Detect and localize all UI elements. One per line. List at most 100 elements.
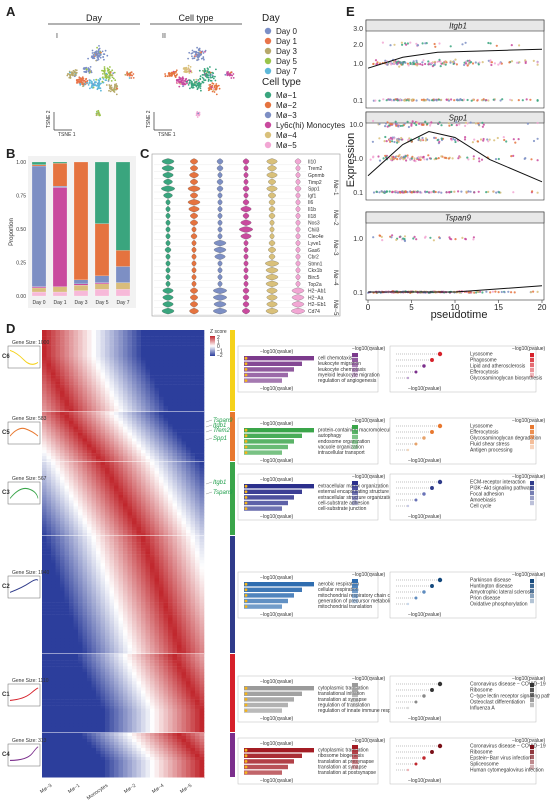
heatmap-cell [123,444,128,448]
heatmap-cell [73,357,79,361]
heatmap-cell [82,360,88,364]
heatmap-cell [154,369,160,373]
heatmap-cell [78,360,83,364]
heatmap-cell [114,447,119,451]
heatmap-cell [168,417,173,422]
heatmap-cell [87,476,92,481]
heatmap-cell [64,527,70,531]
heatmap-cell [91,432,97,436]
heatmap-cell [132,459,137,463]
heatmap-cell [78,602,83,606]
heatmap-cell [186,366,191,370]
heatmap-cell [42,333,47,337]
heatmap-cell [100,435,106,439]
stacked-bars [31,161,131,297]
heatmap-cell [42,417,47,422]
heatmap-cell [82,476,88,481]
heatmap-cell [163,414,169,419]
heatmap-cell [118,518,124,522]
heatmap-cell [73,444,79,448]
tsne-cell-point [175,69,178,72]
heatmap-cell [118,357,124,361]
heatmap-cell [73,545,79,549]
heatmap-cell [154,372,160,376]
heatmap-cell [150,512,155,516]
heatmap-cell [195,512,200,516]
stacked-bar-segment [31,161,47,165]
heatmap-cell [55,578,61,582]
heatmap-cell [145,402,151,407]
violin-shape [295,192,301,199]
heatmap-cell [145,644,151,649]
tsne-cell-point [91,86,94,89]
heatmap-cell [60,330,65,334]
heatmap-cell [136,360,142,364]
heatmap-cell [46,360,52,364]
heatmap-cell [105,578,110,582]
heatmap-cell [159,605,164,609]
heatmap-cell [195,378,200,382]
heatmap-cell [82,479,88,484]
heatmap-cell [114,348,119,352]
heatmap-cell [55,372,61,376]
heatmap-cell [141,363,146,367]
heatmap-cell [186,470,191,475]
heatmap-cell [141,459,146,463]
heatmap-cell [172,578,178,582]
heatmap-cell [73,345,79,349]
tsne-cell-point [94,81,97,84]
heatmap-cell [195,447,200,451]
heatmap-cell [168,396,173,401]
heatmap-cell [78,626,83,631]
heatmap-cell [51,515,56,519]
heatmap-cell [145,396,151,401]
tsne-cell-point [99,54,102,56]
heatmap-cell [145,330,151,334]
heatmap-cell [55,626,61,631]
heatmap-cell [42,611,47,615]
heatmap-cell [91,465,97,469]
tsne-cell-point [196,111,199,113]
heatmap-cell [105,444,110,448]
heatmap-cell [123,593,128,597]
heatmap-cell [69,465,74,469]
heatmap-cell [91,476,97,481]
heatmap-cell [118,521,124,525]
violin-gene-label: Ckx1b [308,268,322,274]
heatmap-cell [163,590,169,594]
heatmap-cell [127,426,133,430]
heatmap-cell [186,611,191,615]
heatmap-cell [51,450,56,454]
heatmap-cell [51,432,56,436]
heatmap-cell [42,432,47,436]
panel-a: A Day Cell type I II TSNE 1 TSNE 2 TSNE … [6,4,345,150]
heatmap-cell [141,369,146,373]
heatmap-cell [114,563,119,567]
tsne-cell-point [108,84,111,86]
heatmap-cell [118,372,124,376]
violin-shape [217,171,223,179]
heatmap-cell [141,488,146,492]
heatmap-cell [51,491,56,495]
heatmap-cell [177,566,182,570]
heatmap-cell [51,593,56,597]
heatmap-cell [100,620,106,624]
heatmap-cell [55,354,61,358]
heatmap-cell [51,635,56,640]
heatmap-cell [82,393,88,398]
heatmap-cell [118,581,124,585]
violin-shape [295,226,301,233]
heatmap-cell [181,539,187,543]
heatmap-cell [177,599,182,603]
heatmap-cell [109,378,115,382]
heatmap-cell [127,632,133,637]
heatmap-cell [132,638,137,643]
heatmap-cell [46,563,52,567]
heatmap-cell [123,412,128,416]
heatmap-cell [141,432,146,436]
heatmap-cell [109,447,115,451]
heatmap-cell [91,390,97,394]
heatmap-cell [51,488,56,492]
heatmap-cell [100,414,106,419]
heatmap-cell [73,330,79,334]
